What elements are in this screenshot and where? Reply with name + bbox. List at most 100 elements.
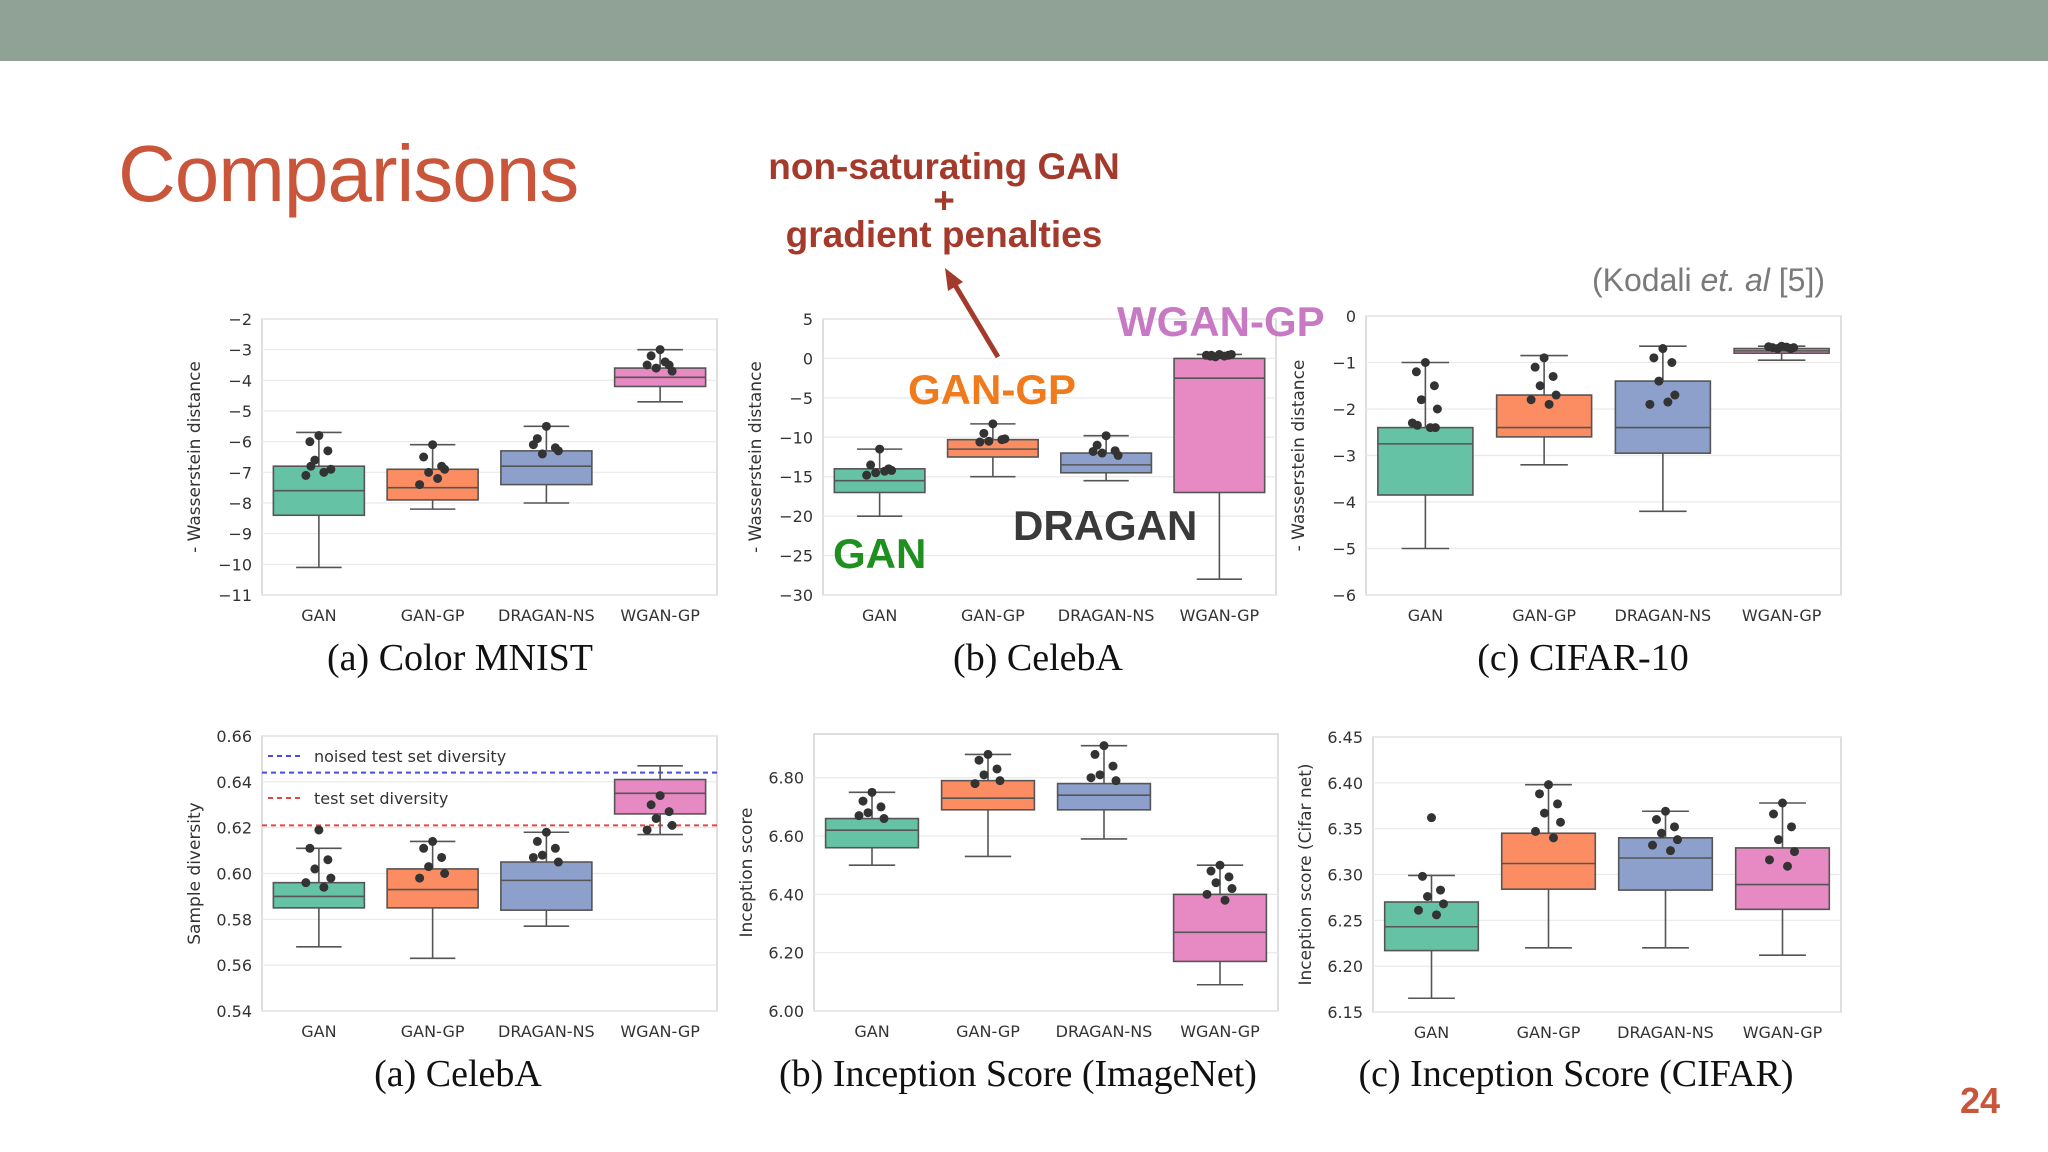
chart-5-point-3-6 bbox=[1783, 861, 1792, 871]
chart-3-point-1-4 bbox=[440, 869, 450, 878]
chart-0-box-2 bbox=[500, 450, 593, 486]
chart-0-ytick-8: −10 bbox=[218, 555, 252, 574]
chart-2-point-2-3 bbox=[1654, 376, 1664, 386]
chart-2-point-2-4 bbox=[1670, 390, 1680, 400]
annotation-line-2: + bbox=[933, 180, 955, 221]
chart-1-ytick-3: −10 bbox=[779, 428, 813, 447]
chart-5-point-2-5 bbox=[1648, 840, 1657, 850]
chart-4-point-0-1 bbox=[858, 796, 868, 806]
chart-1-point-0-3 bbox=[871, 468, 881, 478]
chart-4-xtick-0: GAN bbox=[854, 1022, 889, 1041]
chart-4-point-3-5 bbox=[1202, 889, 1212, 899]
chart-0-point-0-0 bbox=[314, 431, 324, 441]
chart-4-point-3-1 bbox=[1206, 866, 1216, 876]
chart-5-ytick-0: 6.45 bbox=[1327, 728, 1363, 747]
chart-5-box-2 bbox=[1617, 837, 1714, 891]
chart-5-point-2-2 bbox=[1670, 822, 1679, 832]
chart-5-xtick-2: DRAGAN-NS bbox=[1617, 1023, 1714, 1042]
chart-5-ytick-3: 6.30 bbox=[1327, 866, 1363, 885]
chart-5-point-2-0 bbox=[1661, 806, 1670, 816]
chart-4-point-1-5 bbox=[970, 779, 980, 789]
chart-5-point-1-4 bbox=[1556, 817, 1565, 827]
caption-celeba-diversity: (a) CelebA bbox=[374, 1053, 542, 1095]
chart-3-point-3-4 bbox=[667, 820, 677, 830]
chart-2-point-2-5 bbox=[1645, 399, 1655, 409]
chart-2-point-1-2 bbox=[1548, 371, 1558, 381]
chart-2-point-1-1 bbox=[1530, 362, 1540, 372]
chart-2-point-1-4 bbox=[1551, 390, 1561, 400]
chart-3-legend-label-0: noised test set diversity bbox=[314, 747, 506, 766]
chart-0-ytick-1: −3 bbox=[228, 341, 252, 360]
label-gan-gp: GAN-GP bbox=[908, 366, 1076, 413]
chart-1-point-0-5 bbox=[862, 470, 872, 480]
chart-1-ytick-0: 5 bbox=[803, 310, 813, 329]
chart-5-point-3-2 bbox=[1787, 822, 1796, 832]
chart-2-ytick-6: −6 bbox=[1332, 586, 1356, 605]
chart-4-point-3-3 bbox=[1211, 878, 1221, 888]
chart-0-point-3-6 bbox=[660, 357, 670, 367]
chart-5-point-0-2 bbox=[1436, 885, 1445, 895]
chart-0-point-0-7 bbox=[306, 461, 316, 471]
chart-0-point-0-4 bbox=[326, 464, 336, 474]
chart-5-ytick-4: 6.25 bbox=[1327, 911, 1363, 930]
chart-2-point-3-6 bbox=[1782, 342, 1792, 352]
annotation-line-3: gradient penalties bbox=[785, 214, 1103, 255]
chart-4-point-1-2 bbox=[992, 764, 1002, 774]
chart-3-point-2-2 bbox=[550, 843, 560, 853]
chart-1-xtick-2: DRAGAN-NS bbox=[1058, 606, 1155, 625]
chart-5-xtick-0: GAN bbox=[1414, 1023, 1449, 1042]
chart-0-ytick-2: −4 bbox=[228, 371, 252, 390]
chart-3-point-3-3 bbox=[651, 814, 661, 823]
citation: (Kodali et. al [5]) bbox=[1592, 262, 1825, 298]
chart-4-box-0 bbox=[824, 817, 920, 849]
chart-5-ytick-5: 6.20 bbox=[1327, 957, 1363, 976]
chart-0-ytick-4: −6 bbox=[228, 433, 252, 452]
chart-0-point-1-6 bbox=[433, 473, 443, 483]
chart-2-point-0-4 bbox=[1432, 404, 1442, 414]
chart-0-point-0-1 bbox=[305, 437, 315, 447]
chart-5-point-0-5 bbox=[1414, 905, 1423, 915]
chart-0-point-3-5 bbox=[642, 360, 652, 370]
chart-1-point-3-4 bbox=[1226, 349, 1236, 359]
chart-2-ytick-2: −2 bbox=[1332, 400, 1356, 419]
chart-3-ytick-5: 0.56 bbox=[216, 956, 252, 975]
chart-5-xtick-3: WGAN-GP bbox=[1743, 1023, 1823, 1042]
chart-0-ylabel: - Wasserstein distance bbox=[185, 361, 205, 553]
caption-color-mnist: (a) Color MNIST bbox=[327, 637, 593, 679]
chart-3-point-0-6 bbox=[319, 882, 329, 892]
chart-4-point-1-1 bbox=[974, 755, 984, 765]
chart-3-legend-label-1: test set diversity bbox=[314, 789, 448, 808]
chart-5-point-0-0 bbox=[1427, 813, 1436, 823]
chart-4-point-2-0 bbox=[1099, 741, 1109, 751]
chart-2-ytick-0: 0 bbox=[1346, 307, 1356, 326]
chart-3-box-0 bbox=[272, 881, 366, 909]
chart-3-point-1-3 bbox=[424, 862, 434, 872]
chart-2-ytick-1: −1 bbox=[1332, 354, 1356, 373]
chart-1-ytick-7: −30 bbox=[779, 586, 813, 605]
chart-2-ytick-5: −5 bbox=[1332, 540, 1356, 559]
chart-1-point-1-4 bbox=[1000, 434, 1010, 444]
chart-5-point-3-0 bbox=[1778, 798, 1787, 808]
chart-2-box-2 bbox=[1614, 380, 1712, 454]
chart-4-ytick-4: 6.00 bbox=[768, 1002, 804, 1021]
chart-0-point-0-5 bbox=[301, 470, 311, 480]
chart-4-box-3 bbox=[1172, 893, 1268, 963]
chart-0-ytick-3: −5 bbox=[228, 402, 252, 421]
chart-4-xtick-1: GAN-GP bbox=[956, 1022, 1020, 1041]
annotation-non-saturating: non-saturating GAN + gradient penalties bbox=[764, 148, 1124, 255]
chart-2-xtick-2: DRAGAN-NS bbox=[1615, 606, 1712, 625]
chart-3-ylabel: Sample diversity bbox=[185, 802, 205, 944]
chart-2-point-0-8 bbox=[1430, 423, 1440, 433]
chart-4-point-3-4 bbox=[1227, 884, 1237, 894]
chart-4-point-0-5 bbox=[854, 811, 864, 821]
chart-0-point-2-0 bbox=[541, 421, 551, 431]
chart-1-point-1-0 bbox=[988, 419, 998, 429]
chart-3-point-1-0 bbox=[428, 836, 438, 846]
chart-0-point-2-4 bbox=[553, 446, 563, 456]
chart-4-point-0-0 bbox=[867, 787, 877, 797]
chart-0-ytick-5: −7 bbox=[228, 463, 252, 482]
chart-5-point-3-5 bbox=[1765, 855, 1774, 865]
chart-3-point-0-2 bbox=[323, 855, 333, 865]
chart-0-point-1-5 bbox=[415, 480, 425, 490]
chart-4-point-2-5 bbox=[1086, 773, 1096, 783]
